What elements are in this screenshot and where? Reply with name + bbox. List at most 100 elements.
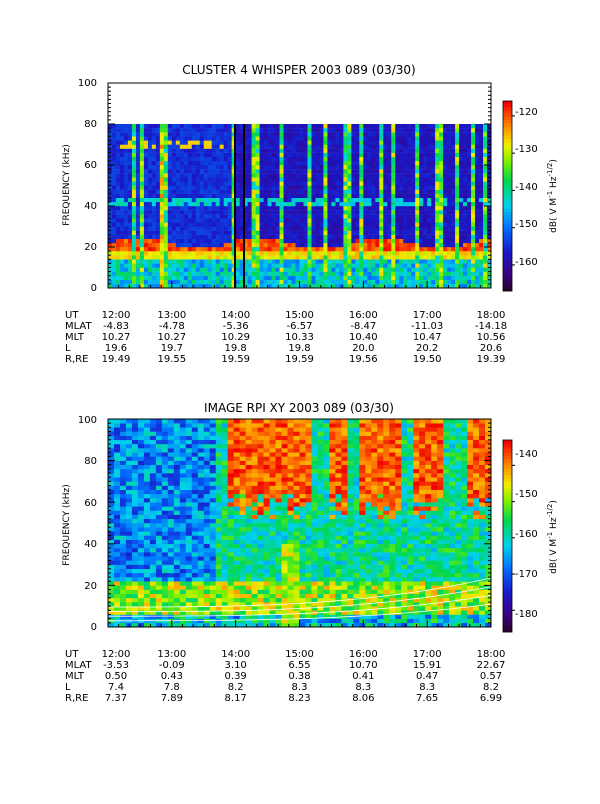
spectrogram-cell xyxy=(347,268,351,272)
spectrogram-cell xyxy=(395,153,399,157)
spectrogram-cell xyxy=(463,251,467,255)
spectrogram-cell xyxy=(174,481,180,485)
spectrogram-cell xyxy=(128,280,132,284)
spectrogram-cell xyxy=(483,255,487,259)
spectrogram-cell xyxy=(264,214,268,218)
spectrogram-cell xyxy=(419,132,423,136)
spectrogram-cell xyxy=(136,268,140,272)
spectrogram-cell xyxy=(455,124,459,128)
panel-1-ephemeris-values: 12:00-4.8310.2719.619.4913:00-4.7810.271… xyxy=(102,310,508,365)
spectrogram-cell xyxy=(136,124,140,128)
spectrogram-cell xyxy=(212,186,216,190)
spectrogram-cell xyxy=(174,523,180,527)
spectrogram-cell xyxy=(200,239,204,243)
spectrogram-cell xyxy=(260,206,264,210)
spectrogram-cell xyxy=(148,198,152,202)
spectrogram-cell xyxy=(371,235,375,239)
spectrogram-cell xyxy=(367,124,371,128)
spectrogram-cell xyxy=(168,444,174,448)
spectrogram-cell xyxy=(327,268,331,272)
spectrogram-cell xyxy=(343,276,347,280)
spectrogram-cell xyxy=(156,214,160,218)
spectrogram-cell xyxy=(252,276,256,280)
spectrogram-cell xyxy=(144,140,148,144)
spectrogram-cell xyxy=(439,194,443,198)
spectrogram-cell xyxy=(383,173,387,177)
spectrogram-cell xyxy=(120,436,126,440)
spectrogram-cell xyxy=(112,165,116,169)
spectrogram-cell xyxy=(144,481,150,485)
spectrogram-cell xyxy=(144,251,148,255)
spectrogram-cell xyxy=(303,272,307,276)
spectrogram-cell xyxy=(208,149,212,153)
spectrogram-cell xyxy=(387,145,391,149)
spectrogram-cell xyxy=(248,259,252,263)
spectrogram-cell xyxy=(447,132,451,136)
spectrogram-cell xyxy=(216,181,220,185)
spectrogram-cell xyxy=(280,227,284,231)
spectrogram-cell xyxy=(284,210,288,214)
spectrogram-cell xyxy=(180,198,184,202)
spectrogram-cell xyxy=(220,263,224,267)
ytick-label: 0 xyxy=(91,283,97,294)
spectrogram-cell xyxy=(423,255,427,259)
spectrogram-cell xyxy=(138,598,144,602)
spectrogram-cell xyxy=(180,235,184,239)
spectrogram-cell xyxy=(192,481,198,485)
spectrogram-cell xyxy=(288,198,292,202)
spectrogram-cell xyxy=(120,544,126,548)
spectrogram-cell xyxy=(128,194,132,198)
spectrogram-cell xyxy=(224,214,228,218)
spectrogram-cell xyxy=(180,145,184,149)
spectrogram-cell xyxy=(168,427,174,431)
spectrogram-cell xyxy=(411,239,415,243)
spectrogram-cell xyxy=(132,598,138,602)
spectrogram-cell xyxy=(300,263,304,267)
spectrogram-cell xyxy=(379,218,383,222)
spectrogram-cell xyxy=(395,161,399,165)
spectrogram-cell xyxy=(264,140,268,144)
spectrogram-cell xyxy=(208,247,212,251)
spectrogram-cell xyxy=(435,222,439,226)
spectrogram-cell xyxy=(144,198,148,202)
spectrogram-cell xyxy=(196,153,200,157)
spectrogram-cell xyxy=(180,477,186,481)
spectrogram-cell xyxy=(403,165,407,169)
spectrogram-cell xyxy=(168,577,174,581)
spectrogram-cell xyxy=(198,535,204,539)
spectrogram-cell xyxy=(427,214,431,218)
spectrogram-cell xyxy=(307,251,311,255)
spectrogram-cell xyxy=(256,280,260,284)
spectrogram-cell xyxy=(415,165,419,169)
spectrogram-cell xyxy=(162,598,168,602)
spectrogram-cell xyxy=(463,136,467,140)
spectrogram-cell xyxy=(248,145,252,149)
spectrogram-cell xyxy=(264,194,268,198)
spectrogram-cell xyxy=(363,157,367,161)
spectrogram-cell xyxy=(431,173,435,177)
spectrogram-cell xyxy=(126,506,132,510)
spectrogram-cell xyxy=(124,149,128,153)
spectrogram-cell xyxy=(184,157,188,161)
spectrogram-cell xyxy=(303,235,307,239)
spectrogram-cell xyxy=(343,247,347,251)
spectrogram-cell xyxy=(256,231,260,235)
spectrogram-cell xyxy=(180,153,184,157)
spectrogram-cell xyxy=(252,173,256,177)
spectrogram-cell xyxy=(431,222,435,226)
spectrogram-cell xyxy=(188,181,192,185)
spectrogram-cell xyxy=(204,594,210,598)
spectrogram-cell xyxy=(387,181,391,185)
spectrogram-cell xyxy=(164,255,168,259)
ephemeris-value: -5.36 xyxy=(223,321,249,332)
spectrogram-cell xyxy=(188,222,192,226)
spectrogram-cell xyxy=(451,177,455,181)
spectrogram-cell xyxy=(180,218,184,222)
spectrogram-cell xyxy=(399,149,403,153)
spectrogram-cell xyxy=(292,251,296,255)
spectrogram-cell xyxy=(162,481,168,485)
spectrogram-cell xyxy=(423,157,427,161)
spectrogram-cell xyxy=(144,235,148,239)
spectrogram-cell xyxy=(303,239,307,243)
spectrogram-cell xyxy=(210,519,216,523)
